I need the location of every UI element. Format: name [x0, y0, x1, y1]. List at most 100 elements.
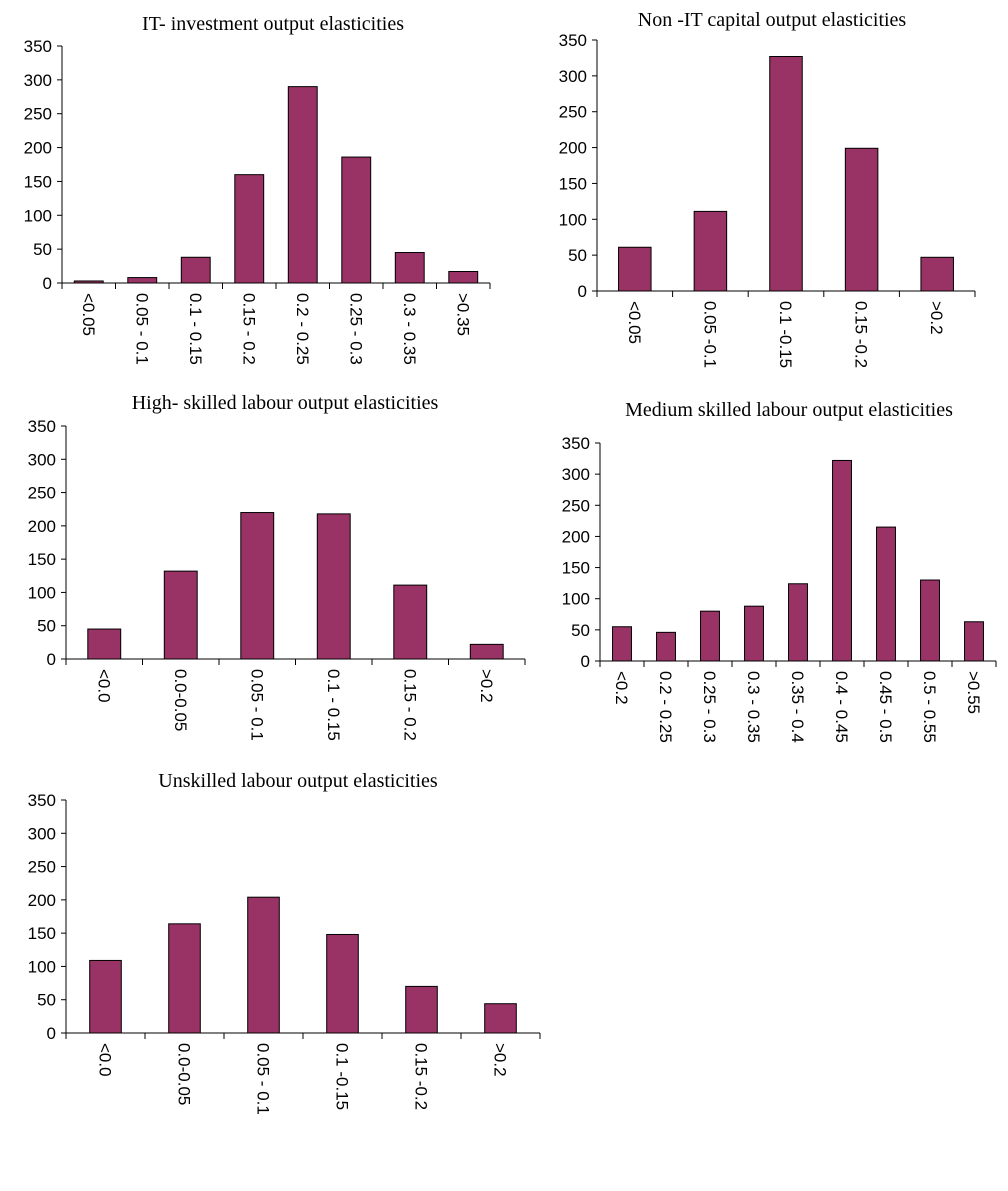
x-tick-label: 0.4 - 0.45	[832, 671, 851, 743]
y-tick-label: 200	[562, 527, 590, 546]
bar-1	[73, 280, 104, 284]
y-tick-label: 100	[559, 210, 587, 229]
bar-6	[469, 643, 504, 660]
y-tick-label: 250	[28, 858, 56, 877]
bar-6	[484, 1003, 517, 1034]
chart-title: Non -IT capital output elasticities	[638, 9, 907, 31]
x-tick-label: 0.15 -0.2	[852, 301, 871, 368]
bar-9	[964, 621, 984, 662]
y-tick-label: 100	[28, 957, 56, 976]
y-tick-label: 50	[568, 246, 587, 265]
bar-4	[744, 605, 764, 662]
y-tick-label: 0	[47, 1024, 56, 1043]
y-tick-label: 300	[24, 71, 52, 90]
bar-5	[287, 86, 318, 284]
bar-1	[618, 246, 652, 292]
x-tick-label: 0.3 - 0.35	[744, 671, 763, 743]
y-tick-label: 150	[24, 172, 52, 191]
bar-3	[700, 610, 720, 662]
y-tick-label: 0	[43, 274, 52, 293]
bar-5	[788, 583, 808, 662]
x-tick-label: 0.1 - 0.15	[324, 669, 343, 741]
bar-1	[89, 959, 122, 1034]
y-tick-label: 250	[24, 105, 52, 124]
y-tick-label: 200	[24, 139, 52, 158]
bar-5	[393, 584, 428, 660]
bar-3	[180, 256, 211, 284]
x-tick-label: 0.1 - 0.15	[186, 293, 205, 365]
chart-1: IT- investment output elasticities 0 50 100…	[24, 13, 491, 365]
y-tick-label: 350	[562, 434, 590, 453]
y-tick-label: 300	[562, 465, 590, 484]
x-tick-label: <0.0	[96, 1043, 115, 1077]
y-tick-label: 0	[47, 650, 56, 669]
x-tick-label: 0.35 - 0.4	[788, 671, 807, 743]
bar-4	[326, 933, 359, 1034]
y-tick-label: 350	[28, 791, 56, 810]
bar-3	[769, 55, 803, 292]
x-tick-label: >0.2	[491, 1043, 510, 1077]
x-tick-label: 0.2 - 0.25	[293, 293, 312, 365]
bar-6	[341, 156, 372, 284]
x-tick-label: 0.25 - 0.3	[700, 671, 719, 743]
y-tick-label: 300	[28, 824, 56, 843]
bar-4	[844, 147, 879, 292]
y-tick-label: 50	[37, 991, 56, 1010]
bar-8	[448, 270, 479, 284]
x-tick-label: 0.45 - 0.5	[876, 671, 895, 743]
y-tick-label: 200	[28, 891, 56, 910]
y-tick-label: 200	[28, 517, 56, 536]
y-tick-label: 300	[559, 67, 587, 86]
chart-5: Unskilled labour output elasticities 0 50 1…	[28, 770, 541, 1115]
y-tick-label: 50	[33, 240, 52, 259]
bar-4	[234, 174, 265, 284]
y-tick-label: 50	[37, 617, 56, 636]
bar-1	[612, 626, 632, 662]
x-tick-label: 0.05 - 0.1	[132, 293, 151, 365]
x-tick-label: >0.35	[453, 293, 472, 336]
x-tick-label: <0.05	[625, 301, 644, 344]
x-tick-label: 0.1 -0.15	[776, 301, 795, 368]
chart-title: IT- investment output elasticities	[142, 13, 404, 35]
y-tick-label: 250	[562, 496, 590, 515]
x-tick-label: <0.05	[79, 293, 98, 336]
y-tick-label: 150	[28, 550, 56, 569]
y-tick-label: 100	[24, 206, 52, 225]
bar-5	[920, 256, 954, 292]
y-tick-label: 0	[578, 282, 587, 301]
x-tick-label: 0.05 - 0.1	[247, 669, 266, 741]
bar-4	[316, 513, 351, 660]
x-tick-label: 0.0-0.05	[171, 669, 190, 731]
x-tick-label: 0.05 -0.1	[700, 301, 719, 368]
x-tick-label: 0.3 - 0.35	[400, 293, 419, 365]
bar-3	[240, 512, 275, 660]
x-tick-label: 0.1 -0.15	[333, 1043, 352, 1110]
x-tick-label: 0.0-0.05	[175, 1043, 194, 1105]
bar-5	[405, 985, 438, 1034]
bar-1	[87, 628, 122, 660]
bar-6	[832, 459, 852, 662]
chart-title: Medium skilled labour output elasticitie…	[625, 399, 953, 421]
bar-2	[168, 923, 201, 1034]
bar-2	[656, 631, 676, 662]
x-tick-label: 0.15 - 0.2	[400, 669, 419, 741]
x-tick-label: >0.2	[477, 669, 496, 703]
chart-title: Unskilled labour output elasticities	[158, 770, 438, 792]
chart-4: Medium skilled labour output elasticitie…	[562, 399, 997, 743]
x-tick-label: 0.05 - 0.1	[254, 1043, 273, 1115]
y-tick-label: 350	[559, 31, 587, 50]
y-tick-label: 50	[571, 621, 590, 640]
y-tick-label: 0	[581, 652, 590, 671]
y-tick-label: 150	[28, 924, 56, 943]
chart-2: Non -IT capital output elasticities 0 50 10…	[559, 9, 976, 368]
x-tick-label: 0.2 - 0.25	[656, 671, 675, 743]
y-tick-label: 200	[559, 139, 587, 158]
x-tick-label: <0.2	[612, 671, 631, 705]
y-tick-label: 100	[28, 583, 56, 602]
x-tick-label: >0.2	[927, 301, 946, 335]
bar-3	[247, 896, 280, 1034]
y-tick-label: 350	[24, 37, 52, 56]
y-tick-label: 300	[28, 450, 56, 469]
y-tick-label: 350	[28, 417, 56, 436]
